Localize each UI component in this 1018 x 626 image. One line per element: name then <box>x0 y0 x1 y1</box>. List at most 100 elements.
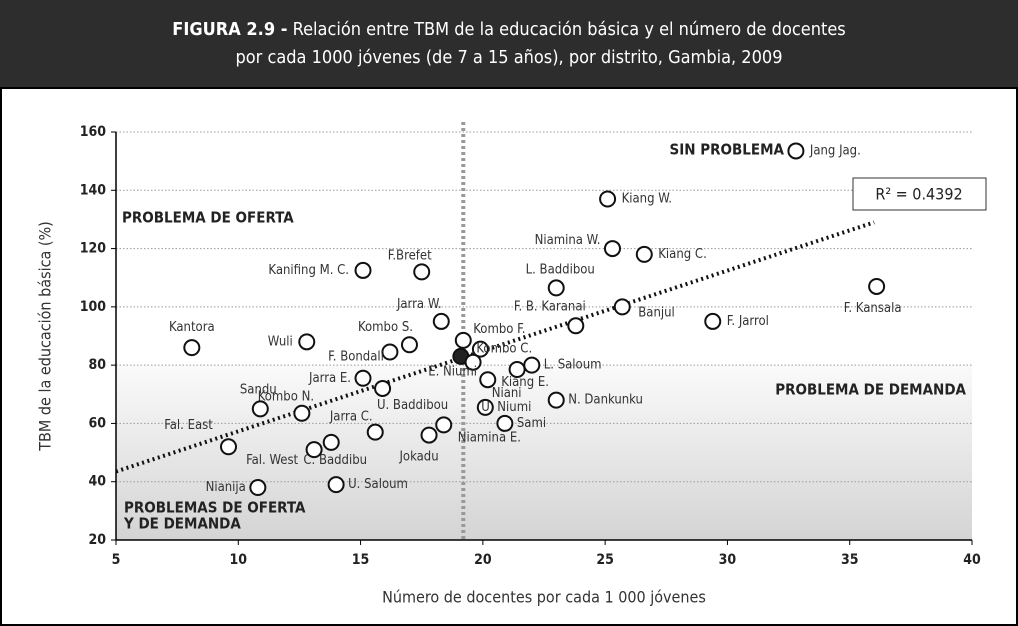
point-label: Fal. West <box>246 453 298 468</box>
y-axis-label: TBM de la educación básica (%) <box>36 221 55 452</box>
trend-line <box>115 220 875 474</box>
point-label: Jarra C. <box>329 410 373 425</box>
point <box>381 343 399 361</box>
point <box>508 361 526 379</box>
point <box>220 438 238 456</box>
point <box>400 336 418 354</box>
title-line: Relación entre TBM de la educación básic… <box>293 19 846 40</box>
point-label: L. Baddibou <box>526 262 595 277</box>
point <box>704 312 722 330</box>
shaded-band <box>116 365 972 540</box>
point-label: Kantora <box>169 320 215 335</box>
point-label: Kombo N. <box>258 390 314 405</box>
point-label: F. Bondali <box>328 350 384 365</box>
point <box>293 404 311 422</box>
x-tick-label: 30 <box>719 552 737 568</box>
point <box>420 426 438 444</box>
x-tick-label: 25 <box>596 552 614 568</box>
point <box>183 339 201 357</box>
x-tick-label: 10 <box>230 552 248 568</box>
plot: 20 40 60 80 100 120 140 160 5 10 15 20 25 30 35 40 R² = … <box>80 122 987 568</box>
quadrant-label: PROBLEMAS DE OFERTA <box>124 499 306 517</box>
point <box>471 340 489 358</box>
point-label: Wuli <box>268 334 293 349</box>
point-label: U. Niumi <box>481 400 531 415</box>
quadrant-label: PROBLEMA DE DEMANDA <box>775 381 966 399</box>
point <box>251 400 269 418</box>
point <box>599 190 617 208</box>
quadrant-label: PROBLEMA DE OFERTA <box>122 209 294 227</box>
point-label: Sami <box>517 416 546 431</box>
x-tick-label: 15 <box>352 552 370 568</box>
point <box>354 261 372 279</box>
point-label: C. Baddibu <box>303 453 367 468</box>
point <box>454 331 472 349</box>
point <box>868 277 886 295</box>
quadrant-label: SIN PROBLEMA <box>670 141 785 159</box>
point <box>298 333 316 351</box>
point-label: Niamina W. <box>535 233 601 248</box>
point <box>322 433 340 451</box>
point-label: F. B. Karanai <box>514 299 586 314</box>
point-label: L. Saloum <box>544 358 602 373</box>
point <box>613 298 631 316</box>
y-tick-label: 140 <box>80 182 107 198</box>
point <box>479 371 497 389</box>
point <box>603 240 621 258</box>
y-tick-label: 20 <box>88 532 106 548</box>
point-label: Kombo F. <box>473 322 525 337</box>
point <box>635 245 653 263</box>
frame <box>0 87 1018 626</box>
point-label: Kanifing M. C. <box>268 263 349 278</box>
header <box>0 0 1018 88</box>
point-label: Sandu <box>240 382 277 397</box>
point <box>354 369 372 387</box>
point <box>547 391 565 409</box>
point <box>413 263 431 281</box>
point <box>787 142 805 160</box>
point-label: Fal. East <box>164 418 213 433</box>
quadrant-label: Y DE DEMANDA <box>123 515 241 533</box>
y-tick-label: 120 <box>80 241 107 257</box>
point-label: Kiang W. <box>622 192 672 207</box>
point <box>476 398 494 416</box>
point-label: F. Jarrol <box>727 314 769 329</box>
point-label: F. Kansala <box>844 301 902 316</box>
point <box>327 476 345 494</box>
point <box>523 356 541 374</box>
point <box>567 317 585 335</box>
point <box>249 479 267 497</box>
r2-label: R² = 0.4392 <box>875 185 962 204</box>
point <box>432 312 450 330</box>
point-label: Nianija <box>206 480 246 495</box>
point-label: N. Dankunku <box>568 393 643 408</box>
point-label: Jokadu <box>398 450 438 465</box>
point-label: Banjul <box>638 305 675 320</box>
point <box>496 414 514 432</box>
title-prefix: FIGURA 2.9 - <box>172 19 287 40</box>
point <box>547 279 565 297</box>
point <box>366 423 384 441</box>
y-tick-label: 80 <box>88 357 106 373</box>
y-tick-label: 160 <box>80 124 107 140</box>
title-line: por cada 1000 jóvenes (de 7 a 15 años), … <box>235 47 782 68</box>
point-label: Niani <box>492 386 522 401</box>
point-label: Niamina E. <box>458 430 521 445</box>
x-tick-label: 5 <box>112 552 121 568</box>
point-label: U. Saloum <box>348 477 408 492</box>
point-label: Jarra W. <box>396 297 442 312</box>
point <box>374 379 392 397</box>
point-label: Jarra E. <box>308 371 351 386</box>
x-axis-label: Número de docentes por cada 1 000 jóvene… <box>382 588 706 607</box>
point-label: Kombo C. <box>476 342 532 357</box>
x-tick-label: 35 <box>841 552 859 568</box>
point-label: Kiang E. <box>501 375 549 390</box>
point <box>464 353 482 371</box>
point-label: F.Brefet <box>388 248 432 263</box>
point-label: U. Baddibou <box>377 398 448 413</box>
y-tick-label: 40 <box>88 474 106 490</box>
point-label: Jang Jag. <box>809 143 861 158</box>
point-label: E. Niumi <box>428 365 477 380</box>
y-tick-label: 100 <box>80 299 107 315</box>
